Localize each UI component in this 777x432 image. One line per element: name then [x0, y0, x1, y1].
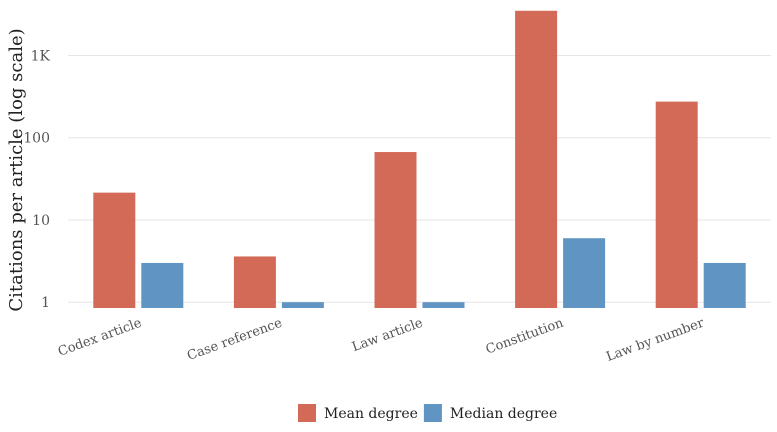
x-tick-label: Codex article [56, 316, 144, 360]
y-axis-title: Citations per article (log scale) [6, 28, 27, 311]
x-tick-label: Law by number [604, 315, 706, 365]
x-tick-label: Law article [350, 316, 425, 356]
y-tick-label: 1 [41, 295, 50, 311]
y-tick-label: 1K [31, 49, 51, 65]
legend-swatch [298, 404, 316, 422]
bar-mean-degree [233, 256, 276, 308]
y-tick-label: 10 [32, 213, 50, 229]
bar-median-degree [703, 262, 746, 308]
grid [68, 55, 771, 303]
bar-median-degree [281, 302, 324, 308]
x-tick-label: Case reference [185, 316, 284, 364]
bar-median-degree [422, 302, 465, 308]
bar-mean-degree [515, 10, 558, 309]
y-tick-label: 100 [23, 131, 50, 147]
y-axis-ticks: 1 10 100 1K [23, 49, 50, 312]
x-tick-label: Constitution [484, 315, 566, 357]
bar-median-degree [141, 262, 184, 308]
bar-mean-degree [655, 101, 698, 309]
legend-swatch [423, 404, 442, 422]
bar-mean-degree [93, 192, 136, 308]
legend-label: Mean degree [324, 406, 418, 422]
bars [93, 10, 746, 309]
legend: Mean degree Median degree [298, 404, 557, 422]
legend-label: Median degree [450, 406, 557, 422]
bar-median-degree [563, 238, 606, 308]
bar-mean-degree [374, 152, 417, 308]
x-axis-ticks: Codex article Case reference Law article Co… [56, 315, 707, 365]
